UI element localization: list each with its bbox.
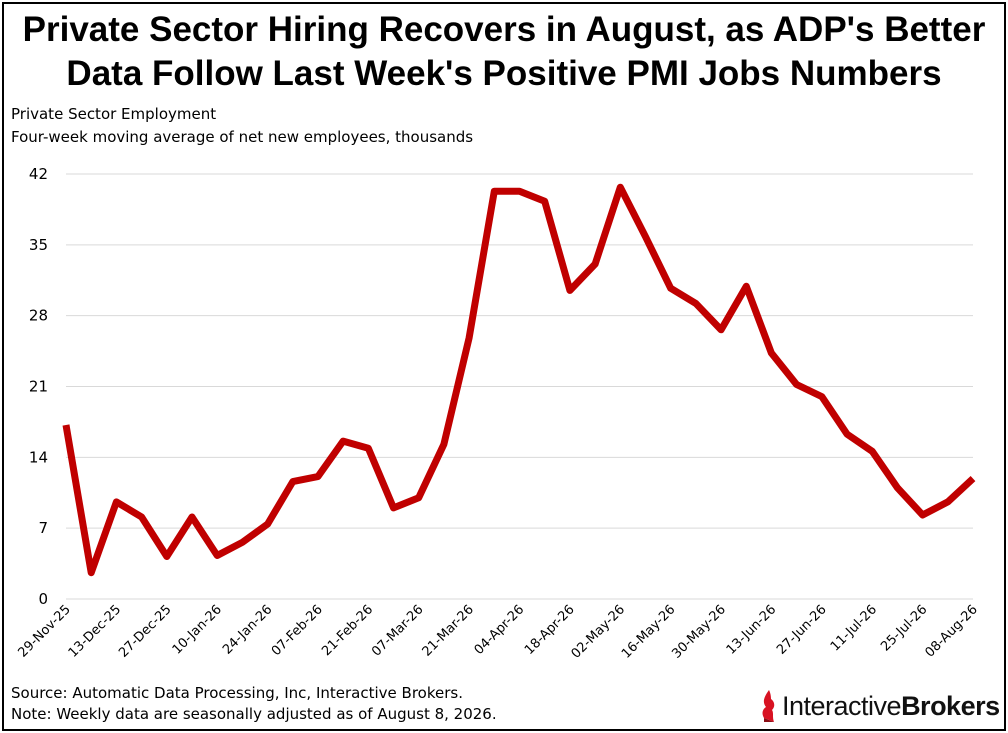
data-note: Note: Weekly data are seasonally adjuste… xyxy=(11,705,497,723)
chart-description: Four-week moving average of net new empl… xyxy=(11,128,474,146)
y-tick-label: 35 xyxy=(29,236,48,254)
logo-word-brokers: Brokers xyxy=(901,690,1000,721)
x-tick-label: 07-Feb-26 xyxy=(269,602,326,659)
x-tick-label: 29-Nov-25 xyxy=(15,602,73,660)
y-tick-label: 7 xyxy=(38,519,48,537)
logo-word-interactive: Interactive xyxy=(782,690,902,721)
x-tick-label: 07-Mar-26 xyxy=(369,602,426,659)
x-tick-label: 10-Jan-26 xyxy=(170,602,225,657)
y-tick-label: 21 xyxy=(29,378,48,396)
x-tick-label: 30-May-26 xyxy=(669,602,728,661)
chart-subtitle: Private Sector Employment xyxy=(11,105,217,123)
x-tick-label: 02-May-26 xyxy=(569,602,628,661)
interactive-brokers-logo: InteractiveBrokers xyxy=(760,688,1000,724)
x-tick-label: 21-Feb-26 xyxy=(319,602,376,659)
source-note: Source: Automatic Data Processing, Inc, … xyxy=(11,684,463,702)
x-tick-label: 27-Dec-25 xyxy=(116,602,174,660)
interactive-brokers-flame-icon xyxy=(762,690,775,722)
x-tick-label: 11-Jul-26 xyxy=(828,602,880,654)
y-tick-label: 14 xyxy=(29,448,48,466)
x-tick-label: 08-Aug-26 xyxy=(922,602,980,660)
x-tick-label: 04-Apr-26 xyxy=(472,602,528,658)
x-tick-label: 25-Jul-26 xyxy=(878,602,930,654)
x-tick-label: 24-Jan-26 xyxy=(220,602,275,657)
x-tick-label: 27-Jun-26 xyxy=(774,602,830,658)
y-tick-label: 42 xyxy=(29,165,48,183)
x-tick-label: 13-Jun-26 xyxy=(724,602,780,658)
x-tick-label: 13-Dec-25 xyxy=(66,602,124,660)
x-tick-label: 21-Mar-26 xyxy=(420,602,477,659)
title-line-2: Data Follow Last Week's Positive PMI Job… xyxy=(66,54,942,93)
title-line-1: Private Sector Hiring Recovers in August… xyxy=(22,10,986,49)
y-tick-label: 28 xyxy=(29,307,48,325)
y-tick-label: 0 xyxy=(38,590,48,608)
x-tick-label: 16-May-26 xyxy=(619,602,678,661)
chart-title: Private Sector Hiring Recovers in August… xyxy=(0,8,1008,96)
